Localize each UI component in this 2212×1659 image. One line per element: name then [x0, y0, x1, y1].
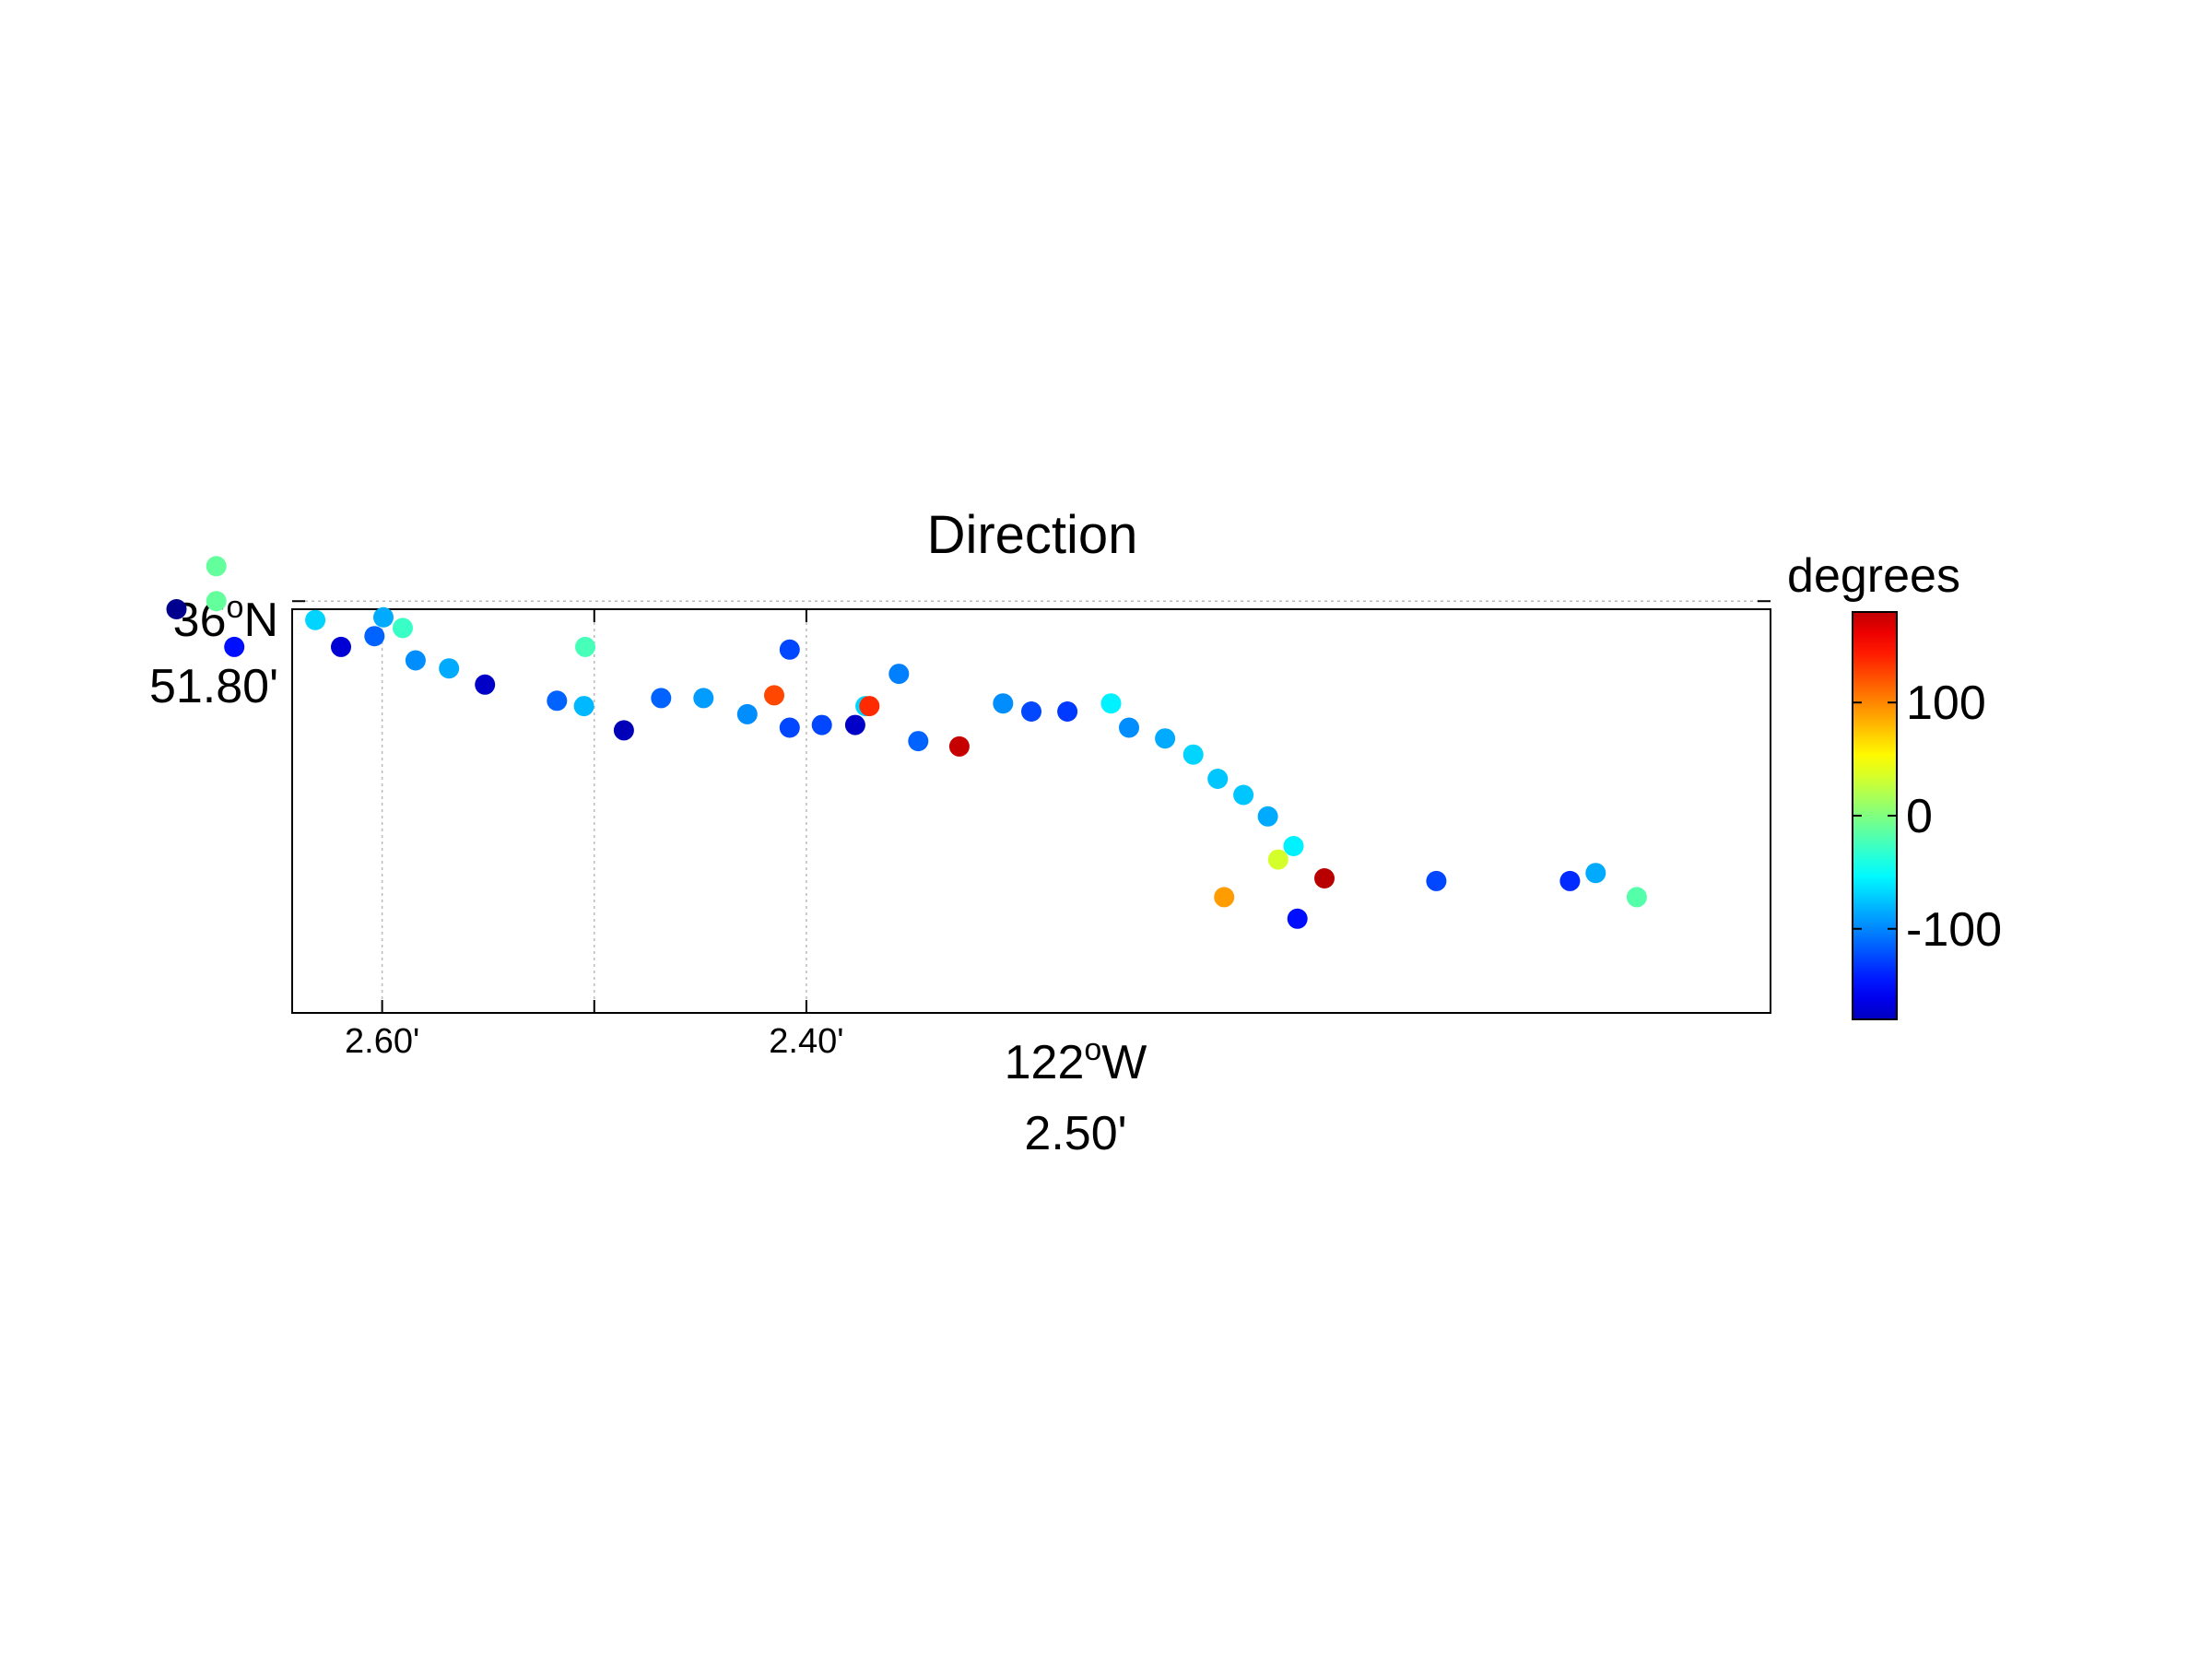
scatter-point	[1257, 806, 1278, 827]
scatter-point	[1021, 701, 1041, 722]
scatter-point	[779, 639, 800, 660]
scatter-point	[224, 636, 245, 657]
colorbar-label: degrees	[1787, 549, 1960, 603]
scatter-point	[206, 556, 227, 577]
scatter-point	[393, 618, 413, 639]
scatter-point	[166, 599, 187, 619]
scatter-point	[993, 693, 1014, 714]
degree-symbol: o	[1084, 1032, 1101, 1067]
scatter-point	[1585, 863, 1606, 884]
colorbar-ticks: 100 0 -100	[1853, 677, 2002, 957]
scatter-point	[779, 717, 800, 738]
scatter-point	[1182, 744, 1204, 765]
x-center-label: 122oW 2.50'	[1005, 1032, 1147, 1160]
y-tick-minute-label: 51.80'	[149, 660, 278, 713]
plot-frame	[291, 608, 1771, 1014]
scatter-point	[693, 688, 714, 709]
scatter-point	[1100, 693, 1122, 714]
colorbar-tick-label: -100	[1906, 903, 2002, 957]
scatter-point	[331, 636, 351, 657]
axis-ticks	[292, 600, 1771, 1013]
degree-symbol: o	[227, 590, 244, 625]
scatter-point	[405, 650, 426, 671]
scatter-point	[859, 696, 880, 717]
scatter-point	[364, 626, 385, 647]
chart-title: Direction	[927, 505, 1138, 565]
x-center-minute-label: 2.50'	[1024, 1107, 1126, 1160]
scatter-point	[844, 714, 865, 735]
scatter-point	[908, 731, 929, 752]
scatter-point	[888, 664, 910, 685]
scatter-point	[1314, 868, 1335, 888]
x-tick-label: 2.40'	[769, 1022, 843, 1061]
scatter-point	[573, 696, 594, 717]
x-center-degree-label: 122oW	[1005, 1032, 1147, 1089]
scatter-point	[1283, 836, 1304, 856]
y-hemisphere: N	[243, 594, 278, 647]
scatter-point	[1057, 701, 1078, 722]
scatter-point	[1233, 784, 1254, 806]
scatter-point	[1119, 717, 1139, 738]
scatter-point	[206, 591, 227, 612]
scatter-point	[1287, 908, 1308, 929]
scatter-point	[439, 658, 460, 679]
scatter-point	[475, 674, 496, 695]
scatter-point	[547, 690, 568, 712]
grid-lines	[292, 600, 1771, 1013]
scatter-point	[575, 636, 595, 657]
scatter-point	[811, 714, 832, 735]
scatter-point	[1155, 728, 1176, 749]
scatter-point	[1626, 887, 1647, 908]
scatter-point	[948, 735, 970, 757]
scatter-point	[373, 606, 394, 628]
scatter-points	[166, 556, 1647, 929]
scatter-point	[1207, 769, 1229, 789]
scatter-point	[1267, 849, 1288, 870]
x-hemisphere: W	[1101, 1036, 1147, 1089]
scatter-point	[651, 688, 672, 709]
scatter-point	[1214, 887, 1235, 908]
scatter-point	[736, 703, 758, 724]
scatter-point	[764, 685, 784, 706]
scatter-point	[1559, 870, 1581, 891]
x-tick-labels: 2.60' 2.40'	[345, 1022, 843, 1061]
colorbar-tick-label: 0	[1906, 790, 1933, 843]
scatter-point	[1426, 870, 1447, 891]
colorbar-tick-label: 100	[1906, 677, 1986, 730]
x-tick-label: 2.60'	[345, 1022, 419, 1061]
scatter-point	[305, 609, 326, 630]
x-degree-value: 122	[1005, 1036, 1085, 1089]
scatter-point	[613, 720, 634, 741]
